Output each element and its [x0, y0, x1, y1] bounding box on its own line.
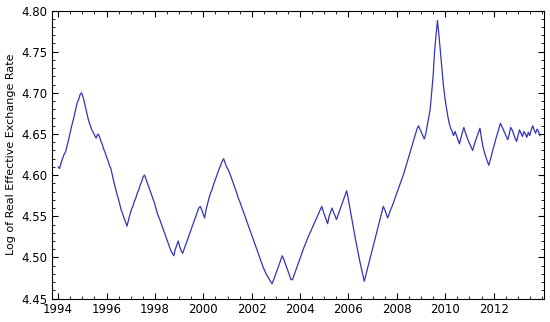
Y-axis label: Log of Real Effective Exchange Rate: Log of Real Effective Exchange Rate — [6, 54, 15, 255]
